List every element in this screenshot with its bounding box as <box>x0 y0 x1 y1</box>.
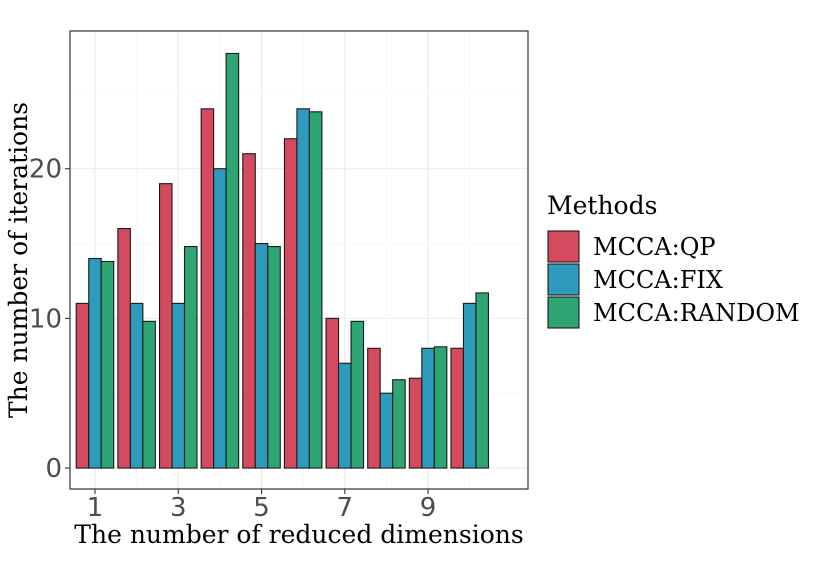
bar-mcca-qp-5 <box>242 153 256 469</box>
bar-mcca-random-9 <box>433 346 448 469</box>
bar-mcca-fix-2 <box>129 302 144 469</box>
bar-mcca-qp-7 <box>325 317 340 469</box>
bars <box>75 52 489 469</box>
bar-mcca-qp-10 <box>450 347 465 469</box>
bar-mcca-qp-1 <box>75 302 90 469</box>
bar-mcca-random-10 <box>475 292 489 469</box>
bar-mcca-fix-4 <box>213 168 227 469</box>
bar-mcca-fix-3 <box>171 302 186 469</box>
bar-mcca-random-6 <box>308 111 323 469</box>
bar-mcca-random-5 <box>267 245 281 469</box>
bar-mcca-qp-6 <box>283 138 298 469</box>
bar-mcca-random-3 <box>183 245 198 469</box>
bar-mcca-random-2 <box>142 320 156 469</box>
y-axis-title: The number of iterations <box>4 102 33 418</box>
legend-key-mcca-fix <box>547 263 580 296</box>
x-tick-label: 1 <box>87 493 104 523</box>
plot-panel-border <box>69 30 529 490</box>
y-tick-label: 0 <box>45 454 62 484</box>
bar-mcca-fix-8 <box>379 392 394 469</box>
bar-mcca-fix-7 <box>338 362 352 469</box>
y-tick-label: 20 <box>29 155 62 185</box>
bar-mcca-fix-9 <box>421 347 435 469</box>
legend-label: MCCA:RANDOM <box>593 299 800 327</box>
legend-key-mcca-qp <box>547 230 580 263</box>
x-tick-label: 5 <box>253 493 270 523</box>
bar-mcca-qp-9 <box>408 377 423 469</box>
bar-mcca-fix-5 <box>254 242 269 469</box>
x-tick-label: 3 <box>170 493 187 523</box>
legend-key-mcca-random <box>547 296 580 329</box>
legend-label: MCCA:QP <box>593 233 716 261</box>
legend-title: Methods <box>547 191 657 220</box>
legend: MCCA:QP MCCA:FIX MCCA:RANDOM <box>547 230 800 329</box>
bar-mcca-random-4 <box>225 52 240 469</box>
bar-mcca-fix-10 <box>462 302 477 469</box>
bar-mcca-qp-2 <box>117 228 131 469</box>
x-axis-title: The number of reduced dimensions <box>74 520 523 549</box>
bar-mcca-qp-8 <box>367 347 381 469</box>
x-tick-label: 9 <box>420 493 437 523</box>
bar-mcca-random-1 <box>100 260 115 469</box>
bar-mcca-fix-6 <box>296 108 310 469</box>
bar-mcca-qp-3 <box>158 183 173 469</box>
bar-mcca-random-7 <box>350 320 365 469</box>
y-tick-label: 10 <box>29 304 62 334</box>
bar-mcca-fix-1 <box>88 257 102 469</box>
axis-ticks: 0 10 20 1 3 5 7 9 <box>29 155 436 523</box>
x-tick-label: 7 <box>337 493 354 523</box>
bar-mcca-qp-4 <box>200 108 215 469</box>
bar-mcca-random-8 <box>392 379 406 469</box>
legend-label: MCCA:FIX <box>593 266 723 294</box>
